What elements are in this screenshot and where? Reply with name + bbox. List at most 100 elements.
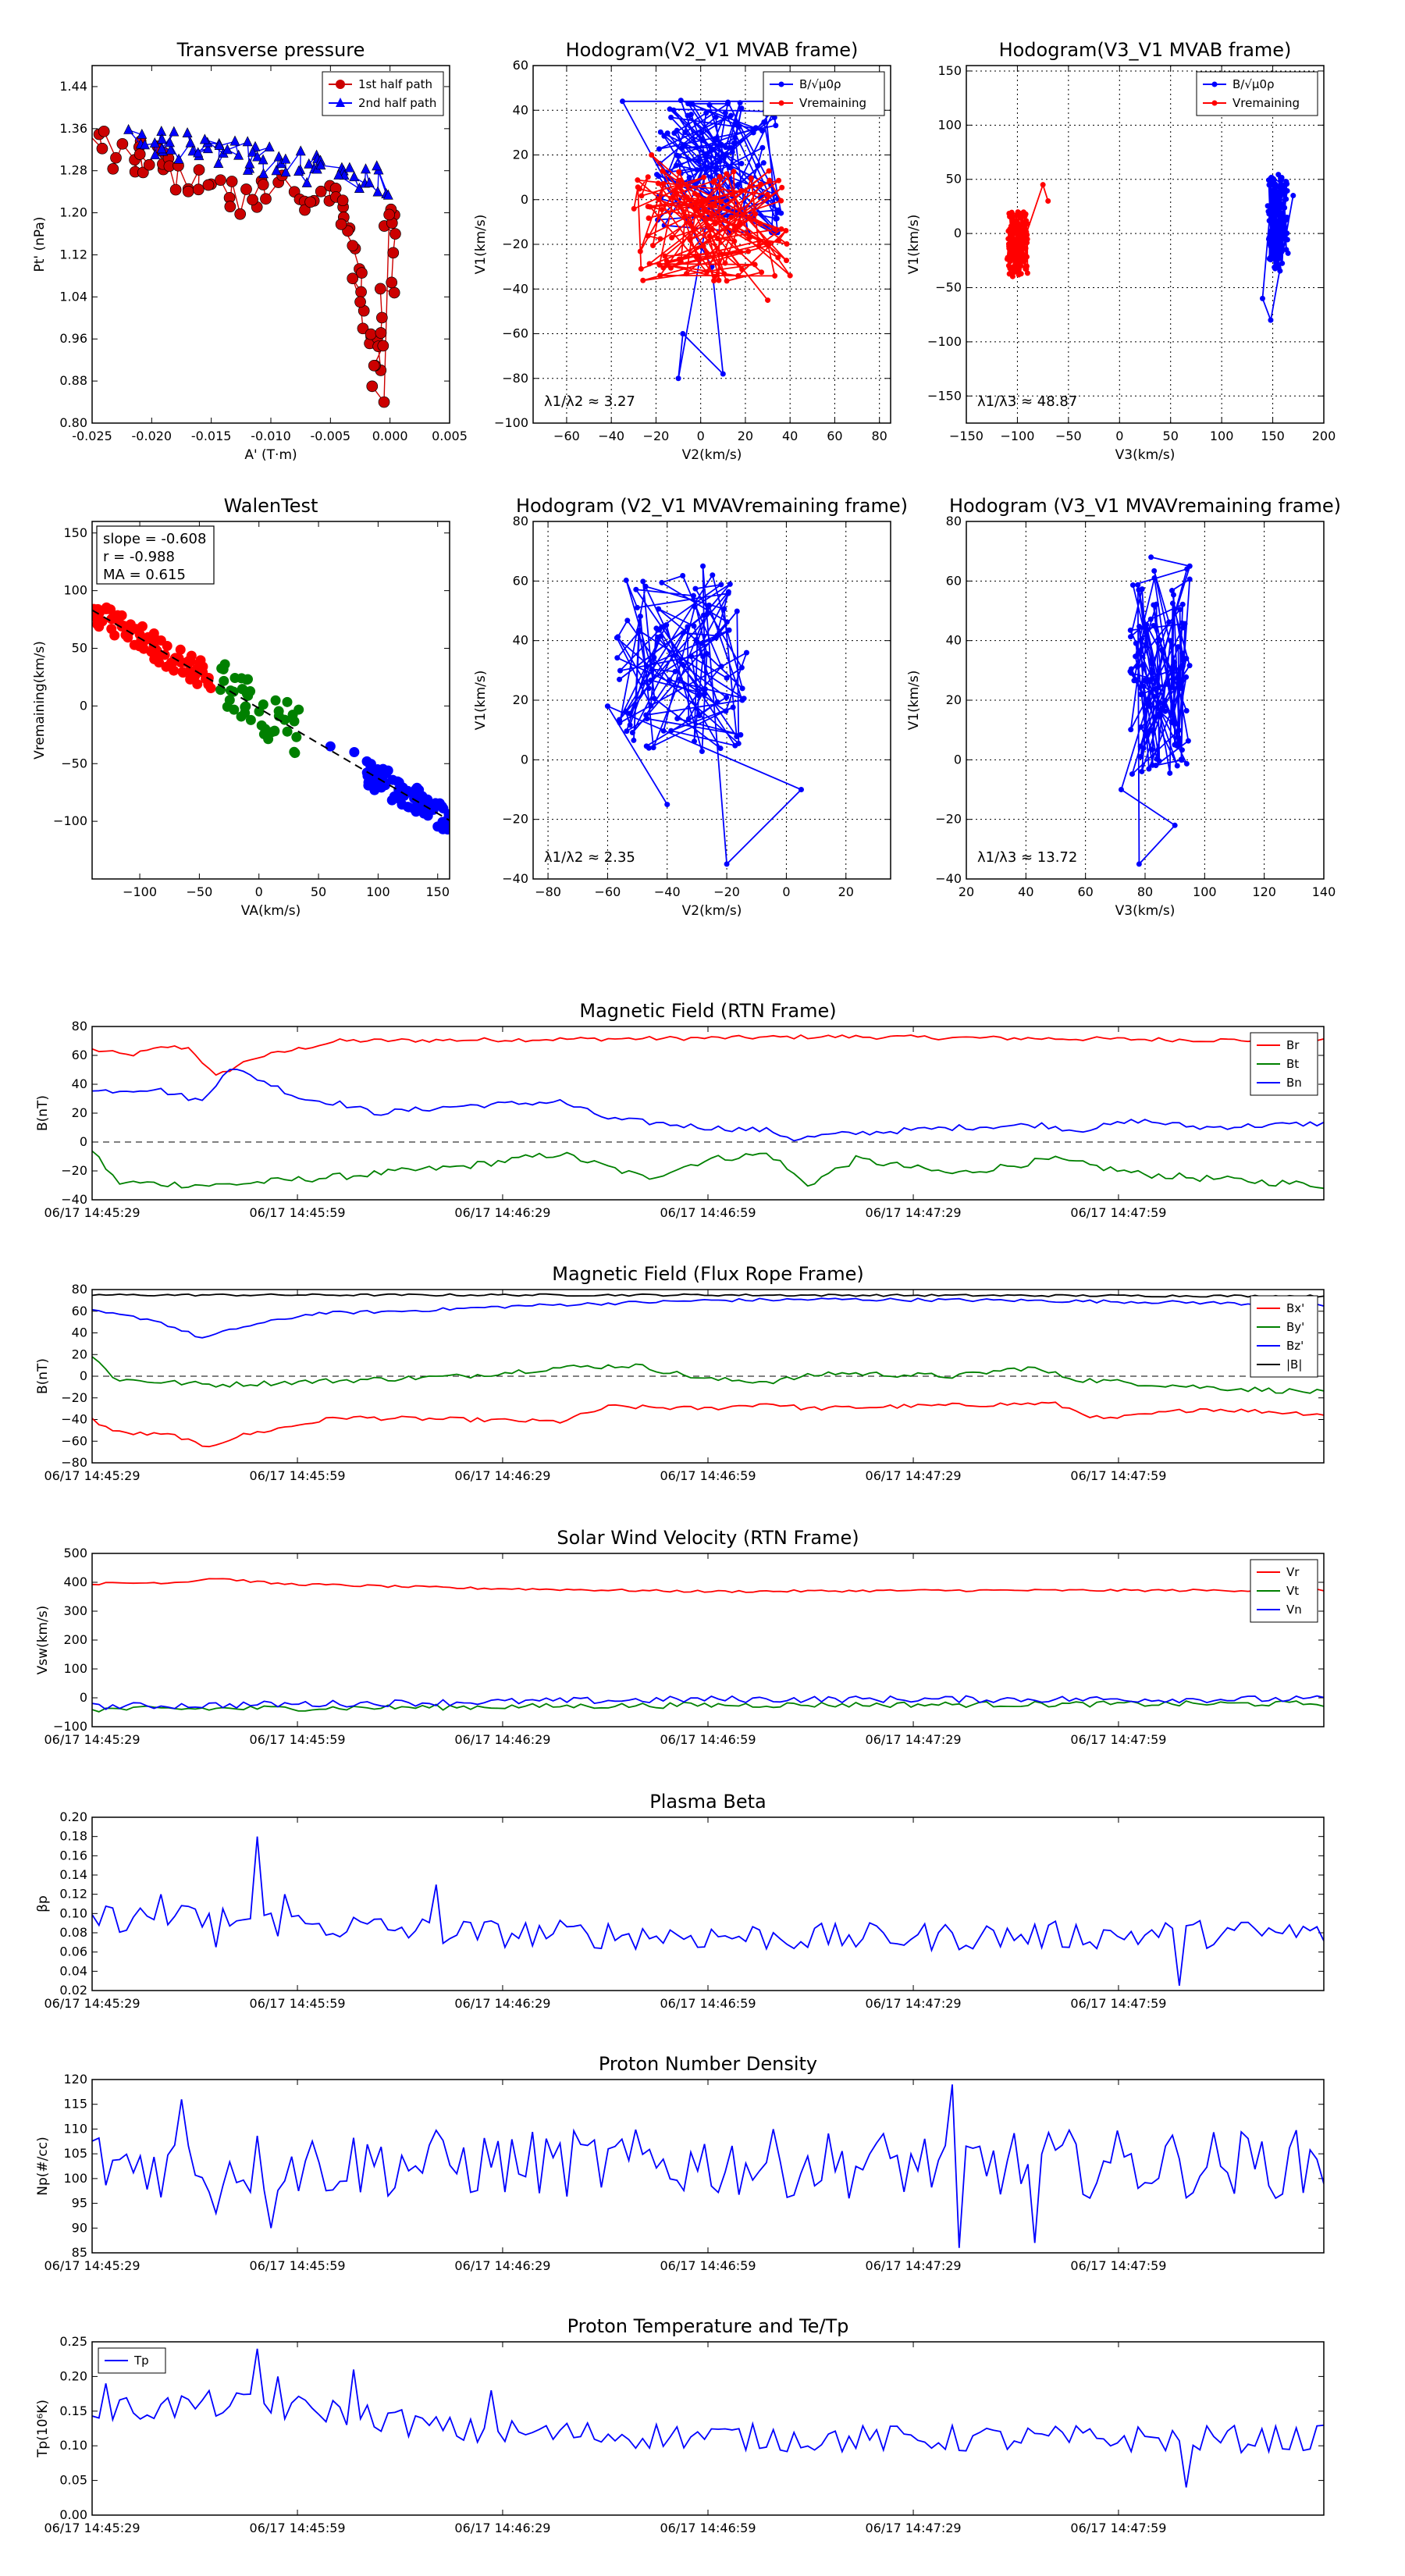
plot-frame xyxy=(91,1816,1325,1991)
data-point xyxy=(149,137,160,148)
x-tick-label: -0.020 xyxy=(132,429,173,443)
data-point xyxy=(1172,822,1178,828)
data-point xyxy=(739,697,745,703)
data-point xyxy=(667,265,674,271)
data-point xyxy=(1140,662,1146,668)
data-point xyxy=(634,604,640,610)
data-point xyxy=(1005,241,1012,247)
data-point xyxy=(685,716,692,722)
y-tick-label: 40 xyxy=(513,102,528,117)
y-tick-label: 0 xyxy=(80,1134,87,1149)
data-point xyxy=(1284,230,1290,237)
x-axis-label: A' (T·m) xyxy=(244,447,297,463)
data-point xyxy=(1135,582,1141,588)
legend: Bx' By' Bz' |B| xyxy=(1250,1295,1318,1378)
data-point xyxy=(154,657,165,668)
legend: B/√μ0ρ Vremaining xyxy=(1196,71,1318,116)
data-point xyxy=(1167,770,1173,776)
data-point xyxy=(1271,179,1277,185)
data-point xyxy=(764,191,770,197)
x-tick-label: −60 xyxy=(595,884,621,899)
data-point xyxy=(1290,193,1297,199)
series-|B| xyxy=(92,1293,1324,1298)
y-tick-label: 0.25 xyxy=(59,2334,87,2349)
chart-title: Hodogram (V3_V1 MVAVremaining frame) xyxy=(949,495,1341,517)
y-tick-label: 95 xyxy=(72,2196,87,2211)
data-point xyxy=(735,181,742,187)
x-tick-label: 06/17 14:46:59 xyxy=(660,1205,756,1220)
data-point xyxy=(1174,742,1180,749)
data-point xyxy=(364,777,375,788)
plot-frame xyxy=(91,1553,1325,1727)
series-B xyxy=(1118,554,1193,867)
data-point xyxy=(354,183,365,194)
data-point xyxy=(1179,650,1185,656)
data-point xyxy=(1138,691,1144,697)
data-point xyxy=(1278,177,1284,183)
data-point xyxy=(1183,760,1190,767)
data-point xyxy=(1284,187,1290,194)
y-tick-label: 0.88 xyxy=(59,373,87,388)
data-point xyxy=(388,286,400,299)
series-2nd half path xyxy=(123,123,393,200)
x-tick-label: 06/17 14:47:59 xyxy=(1070,1468,1166,1483)
data-point xyxy=(673,162,679,169)
y-axis-label: Vremaining(km/s) xyxy=(32,641,48,760)
data-point xyxy=(387,774,398,785)
data-point xyxy=(200,674,211,685)
legend-box xyxy=(1196,71,1318,116)
data-point xyxy=(718,198,724,205)
data-point xyxy=(734,608,740,614)
data-point xyxy=(699,640,705,646)
chart-beta: 06/17 14:45:29 06/17 14:45:59 06/17 14:46:… xyxy=(35,1791,1325,2011)
data-point xyxy=(656,196,662,202)
series-Tp xyxy=(92,2348,1324,2488)
data-point xyxy=(752,125,759,131)
data-point xyxy=(1279,248,1285,254)
data-point xyxy=(656,146,662,152)
x-tick-label: −100 xyxy=(1000,429,1034,443)
data-point xyxy=(335,218,347,230)
data-point xyxy=(691,623,697,629)
data-point xyxy=(635,184,641,190)
y-tick-label: 120 xyxy=(63,2072,87,2087)
data-point xyxy=(660,180,667,187)
data-point xyxy=(729,149,735,155)
x-tick-label: 60 xyxy=(827,429,842,443)
data-point xyxy=(657,129,663,135)
data-point xyxy=(192,183,205,196)
data-point xyxy=(717,173,723,180)
data-point xyxy=(1176,735,1183,742)
data-point xyxy=(1155,685,1161,691)
y-tick-label: 40 xyxy=(72,1325,87,1340)
data-point xyxy=(1157,699,1163,706)
data-point xyxy=(266,727,277,738)
legend-marker xyxy=(336,98,345,107)
legend-label: 2nd half path xyxy=(358,96,436,110)
data-point xyxy=(165,144,176,155)
y-tick-label: −40 xyxy=(61,1192,87,1207)
data-point xyxy=(247,146,258,157)
y-tick-label: 0.16 xyxy=(59,1848,87,1863)
chart-mag_rtn: 06/17 14:45:29 06/17 14:45:59 06/17 14:46:… xyxy=(35,1000,1325,1220)
data-point xyxy=(336,194,349,207)
data-point xyxy=(739,266,745,272)
x-tick-label: 0.005 xyxy=(432,429,468,443)
x-tick-label: 06/17 14:47:29 xyxy=(866,1205,962,1220)
data-layer xyxy=(604,563,804,867)
data-point xyxy=(695,158,702,164)
x-tick-label: 0.000 xyxy=(372,429,408,443)
data-point xyxy=(704,250,710,256)
x-tick-label: 06/17 14:45:29 xyxy=(44,2258,140,2273)
chart-vsw: 06/17 14:45:29 06/17 14:45:59 06/17 14:46:… xyxy=(35,1527,1325,1747)
y-tick-label: −40 xyxy=(502,871,528,886)
data-point xyxy=(708,148,714,154)
data-point xyxy=(386,795,397,806)
data-point xyxy=(716,277,722,283)
data-point xyxy=(778,197,784,204)
data-point xyxy=(1147,616,1154,622)
data-point xyxy=(1279,184,1285,190)
y-axis-label: B(nT) xyxy=(35,1095,51,1131)
data-point xyxy=(696,713,702,719)
plot-frame xyxy=(91,2341,1325,2516)
